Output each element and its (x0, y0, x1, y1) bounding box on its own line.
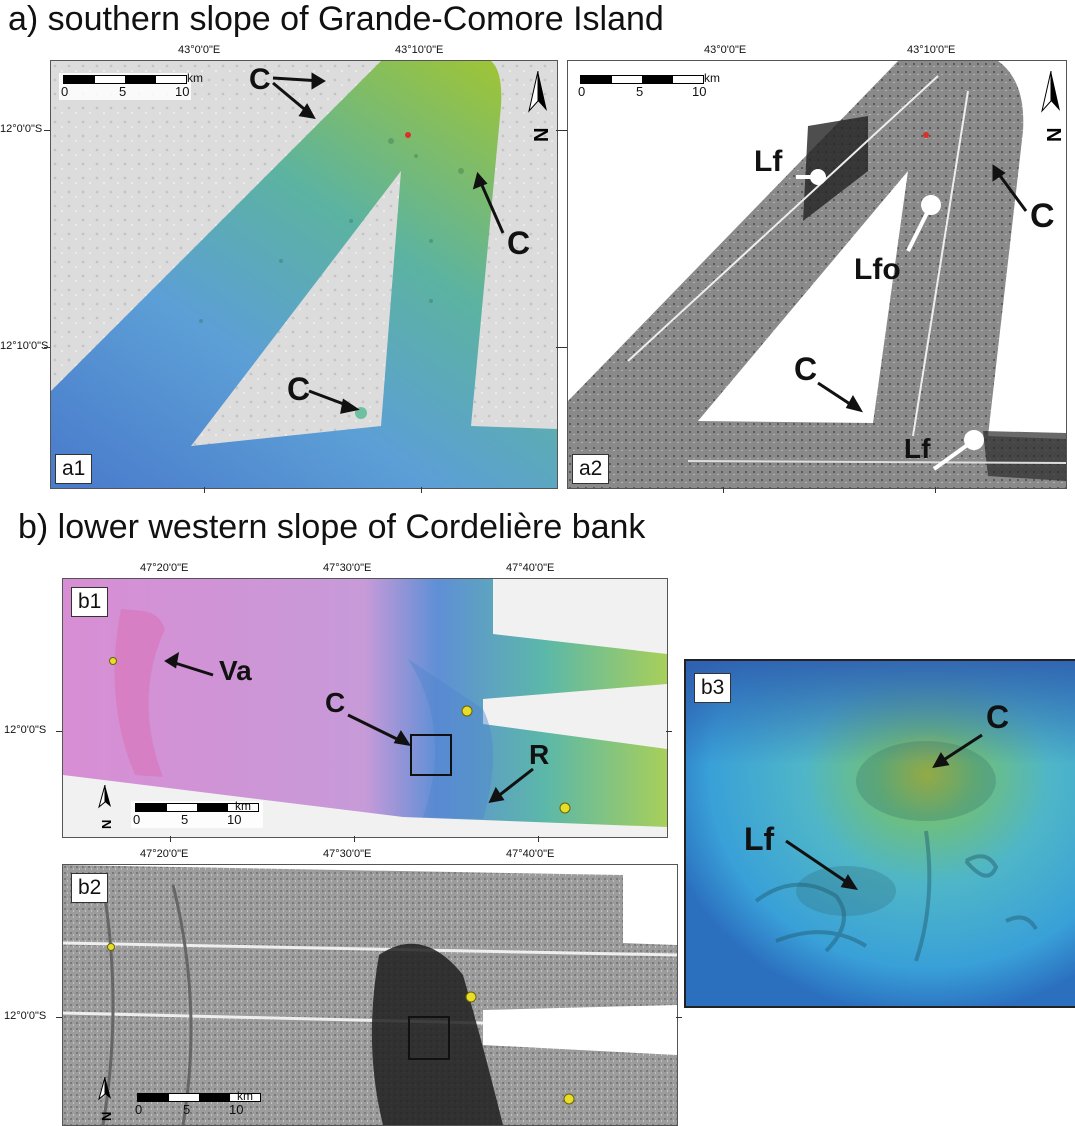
a2-annotation-lfo: Lfo (854, 253, 901, 286)
b1-map-graphic (63, 579, 667, 827)
a2-lon-label-1: 43°0'0"E (704, 44, 747, 56)
b2-lon-label-1: 47°20'0"E (140, 848, 189, 860)
a1-annotation-c-top: C (249, 63, 271, 96)
svg-text:N: N (531, 128, 549, 142)
a1-lat-label-1: 12°0'0"S (0, 123, 43, 135)
panel-b3-3d-view: b3 C Lf (684, 659, 1075, 1008)
b1-lon-label-3: 47°40'0"E (506, 562, 555, 574)
a1-annotation-c-right: C (507, 225, 531, 261)
b2-lon-label-2: 47°30'0"E (323, 848, 372, 860)
b2-scale-bar: 0 5 10 km (133, 1089, 265, 1118)
a2-annotation-lf-bottom: Lf (904, 433, 931, 464)
b1-lon-label-2: 47°30'0"E (323, 562, 372, 574)
section-b-title: b) lower western slope of Cordelière ban… (18, 508, 646, 546)
b1-lat-label: 12°0'0"S (4, 724, 47, 736)
b3-map-graphic (686, 661, 1075, 1006)
b2-lat-label: 12°0'0"S (4, 1010, 47, 1022)
a2-lon-label-2: 43°10'0"E (907, 44, 956, 56)
a1-annotation-c-bottom: C (287, 371, 311, 407)
b2-panel-label: b2 (71, 873, 109, 903)
svg-text:N: N (1044, 128, 1062, 142)
b2-map-graphic (63, 865, 677, 1125)
section-a-title: a) southern slope of Grande-Comore Islan… (8, 0, 664, 38)
b3-annotation-lf: Lf (744, 821, 775, 857)
a1-lon-label-2: 43°10'0"E (395, 44, 444, 56)
a2-map-graphic (568, 61, 1066, 488)
svg-text:N: N (99, 820, 113, 829)
a1-lat-label-2: 12°10'0"S (0, 340, 49, 352)
a1-map-graphic (51, 61, 557, 488)
a2-panel-label: a2 (572, 454, 610, 484)
a1-panel-label: a1 (55, 454, 93, 484)
a2-annotation-c-right: C (1030, 197, 1055, 235)
a1-scale-bar: 0 5 10 km (59, 71, 203, 100)
b1-annotation-r: R (529, 739, 550, 770)
panel-b1-bathymetry-map: b1 0 5 10 km N Va C R (62, 578, 668, 838)
a2-scale-bar: 0 5 10 km (578, 71, 720, 99)
a2-annotation-c-bottom: C (794, 351, 818, 387)
b1-annotation-c: C (325, 687, 346, 718)
b2-lon-label-3: 47°40'0"E (506, 848, 555, 860)
panel-a2-backscatter-map: a2 0 5 10 km N Lf C Lfo C Lf (567, 60, 1067, 489)
panel-a1-bathymetry-map: a1 0 5 10 km N C C C (50, 60, 558, 489)
svg-text:N: N (99, 1112, 113, 1121)
b3-panel-label: b3 (694, 673, 732, 703)
a1-lon-label-1: 43°0'0"E (178, 44, 221, 56)
b1-lon-label-1: 47°20'0"E (140, 562, 189, 574)
b1-panel-label: b1 (71, 587, 109, 617)
panel-b2-backscatter-map: b2 0 5 10 km N (62, 864, 678, 1126)
a2-annotation-lf-top: Lf (754, 145, 783, 178)
b3-annotation-c: C (986, 699, 1010, 735)
b1-scale-bar: 0 5 10 km (131, 799, 263, 828)
b1-annotation-va: Va (219, 655, 252, 686)
